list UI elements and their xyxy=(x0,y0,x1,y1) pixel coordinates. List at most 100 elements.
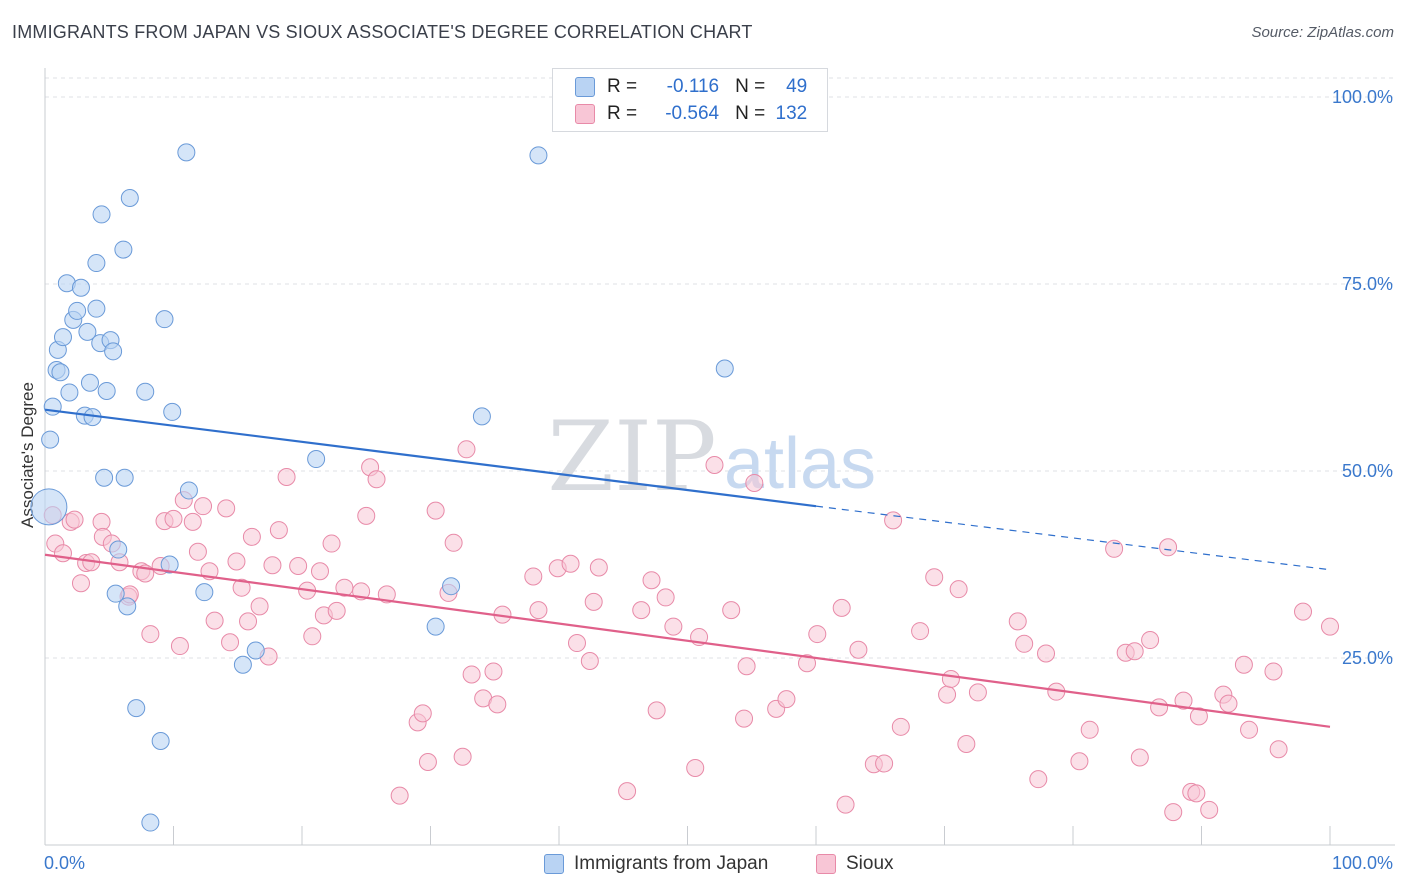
sioux-point xyxy=(808,625,827,644)
sioux-point xyxy=(263,556,282,575)
watermark: ZIP atlas xyxy=(547,401,876,513)
sioux-point xyxy=(205,611,224,630)
sioux-point xyxy=(53,544,72,563)
sioux-point xyxy=(632,601,651,620)
sioux-point xyxy=(462,665,481,684)
sioux-point xyxy=(232,578,251,597)
japan-trend-extension xyxy=(815,505,1331,571)
sioux-point xyxy=(426,501,445,520)
sioux-point xyxy=(798,654,817,673)
japan-point xyxy=(114,240,133,259)
watermark-zip: ZIP xyxy=(547,401,716,513)
x-tick-label-min: 0.0% xyxy=(44,853,85,873)
legend-swatch-japan xyxy=(575,77,595,97)
sioux-point xyxy=(413,704,432,723)
sioux-point xyxy=(580,651,599,670)
legend-row-sioux: R = -0.564 N = 132 xyxy=(575,101,807,127)
sioux-point xyxy=(529,601,548,620)
japan-point xyxy=(115,468,134,487)
japan-trend-line xyxy=(44,408,817,508)
trend-lines xyxy=(44,408,1331,728)
sioux-point xyxy=(1269,740,1288,759)
sioux-point xyxy=(1029,770,1048,789)
sioux-point xyxy=(1200,800,1219,819)
sioux-point xyxy=(357,506,376,525)
sioux-point xyxy=(911,622,930,641)
japan-point xyxy=(163,402,182,421)
sioux-point xyxy=(664,617,683,636)
sioux-point xyxy=(589,558,608,577)
japan-point xyxy=(87,254,106,273)
japan-point xyxy=(233,655,252,674)
sioux-point xyxy=(217,499,236,518)
sioux-point xyxy=(164,509,183,528)
sioux-point xyxy=(269,521,288,540)
japan-points xyxy=(30,143,734,832)
japan-point xyxy=(68,301,87,320)
japan-point xyxy=(246,641,265,660)
sioux-point xyxy=(310,562,329,581)
japan-point xyxy=(472,407,491,426)
legend-item-japan: Immigrants from Japan xyxy=(544,852,768,876)
sioux-point xyxy=(322,534,341,553)
sioux-point xyxy=(188,542,207,561)
x-tick-label-max: 100.0% xyxy=(1332,853,1393,873)
source-label: Source: ZipAtlas.com xyxy=(1251,24,1394,41)
r-value-sioux: -0.564 xyxy=(665,103,720,124)
sioux-point xyxy=(488,695,507,714)
japan-point xyxy=(92,205,111,224)
sioux-point xyxy=(618,782,637,801)
sioux-point xyxy=(938,685,957,704)
japan-point xyxy=(151,732,170,751)
legend-item-sioux: Sioux xyxy=(816,852,894,876)
japan-point xyxy=(136,382,155,401)
japan-point xyxy=(106,584,125,603)
japan-point xyxy=(53,328,72,347)
sioux-point xyxy=(92,512,111,531)
sioux-point xyxy=(1219,694,1238,713)
sioux-point xyxy=(170,637,189,656)
sioux-point xyxy=(289,556,308,575)
sioux-point xyxy=(647,701,666,720)
sioux-point xyxy=(584,592,603,611)
chart-title: IMMIGRANTS FROM JAPAN VS SIOUX ASSOCIATE… xyxy=(12,22,753,42)
sioux-point xyxy=(777,690,796,709)
correlation-legend: R = -0.116 N = 49 R = -0.564 N = 132 xyxy=(552,68,828,132)
n-value-sioux: 132 xyxy=(775,103,808,124)
sioux-point xyxy=(745,473,764,492)
legend-row-japan: R = -0.116 N = 49 xyxy=(575,74,807,100)
japan-point xyxy=(43,397,62,416)
japan-point xyxy=(95,468,114,487)
y-tick-label: 50.0% xyxy=(1342,461,1393,481)
sioux-point xyxy=(65,510,84,529)
sioux-point xyxy=(242,527,261,546)
sioux-point xyxy=(1125,642,1144,661)
sioux-point xyxy=(1264,662,1283,681)
sioux-point xyxy=(335,578,354,597)
sioux-point xyxy=(444,533,463,552)
japan-point xyxy=(118,597,137,616)
sioux-point xyxy=(849,640,868,659)
sioux-point xyxy=(194,497,213,516)
sioux-point xyxy=(227,552,246,571)
sioux-point xyxy=(567,634,586,653)
japan-point xyxy=(127,699,146,718)
japan-point xyxy=(307,450,326,469)
legend-swatch-sioux xyxy=(816,854,836,874)
sioux-point xyxy=(71,574,90,593)
sioux-point xyxy=(1240,720,1259,739)
sioux-point xyxy=(561,554,580,573)
sioux-trend-line xyxy=(44,553,1331,728)
sioux-point xyxy=(1130,748,1149,767)
legend-label-sioux: Sioux xyxy=(846,853,894,874)
sioux-point xyxy=(327,601,346,620)
r-label: R = xyxy=(607,76,638,97)
sioux-point xyxy=(1164,803,1183,822)
sioux-point xyxy=(1015,634,1034,653)
sioux-point xyxy=(418,752,437,771)
sioux-point xyxy=(941,669,960,688)
y-tick-label: 100.0% xyxy=(1332,87,1393,107)
sioux-point xyxy=(390,786,409,805)
sioux-point xyxy=(891,717,910,736)
